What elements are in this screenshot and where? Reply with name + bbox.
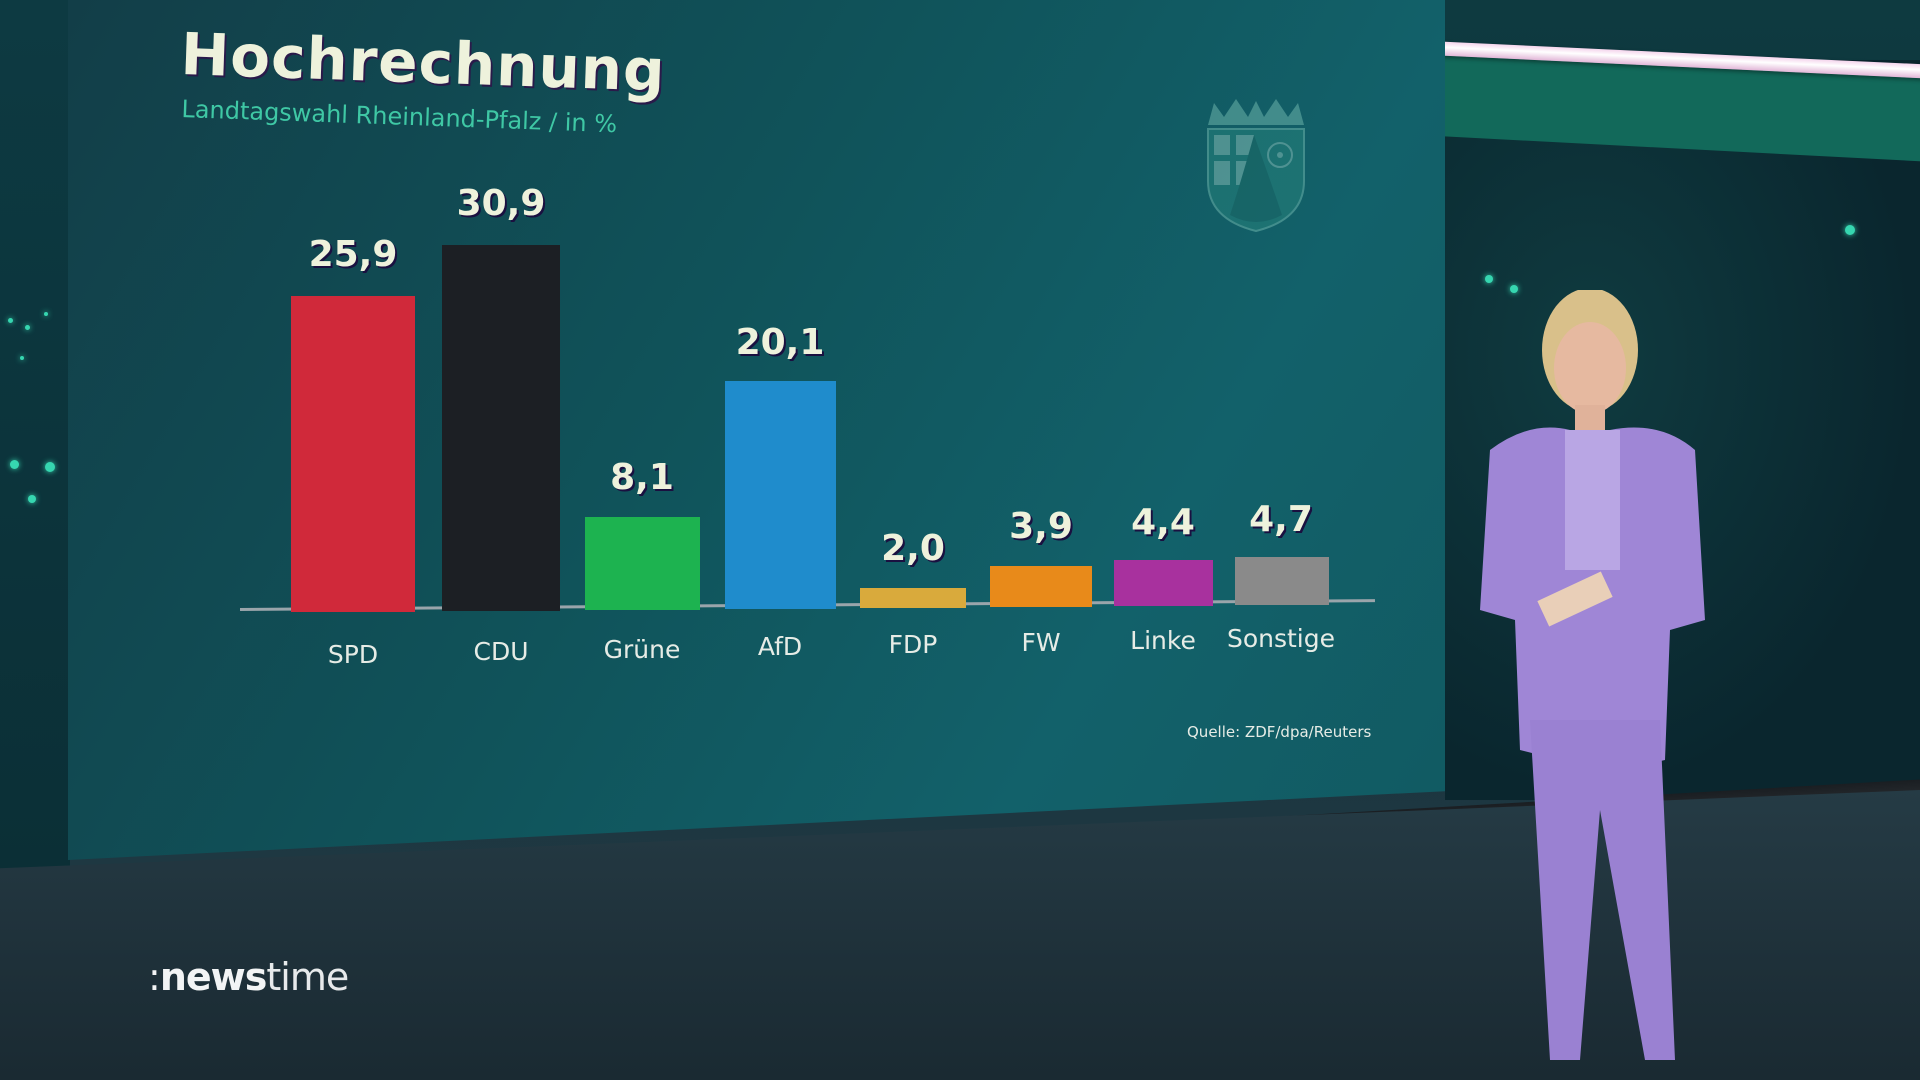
category-label-sonstige: Sonstige xyxy=(1226,624,1336,653)
bar-cdu xyxy=(442,245,560,611)
left-led-wall xyxy=(0,0,70,870)
logo-prefix: : xyxy=(148,955,161,999)
value-label-fw: 3,9 xyxy=(1009,506,1073,547)
logo-bold: news xyxy=(159,955,268,999)
logo-light: time xyxy=(266,955,349,999)
channel-logo: :newstime xyxy=(148,955,349,999)
light-dot xyxy=(1845,225,1855,235)
value-label-linke: 4,4 xyxy=(1131,502,1195,543)
light-dot xyxy=(44,312,48,316)
category-label-cdu: CDU xyxy=(473,637,529,666)
value-label-sonstige: 4,7 xyxy=(1249,499,1313,540)
light-dot xyxy=(1510,285,1518,293)
bar-fw xyxy=(990,566,1092,607)
bar-spd xyxy=(291,296,415,612)
category-label-gruene: Grüne xyxy=(603,635,681,664)
bar-gruene xyxy=(585,517,700,610)
coat-of-arms-icon xyxy=(1207,99,1305,233)
value-label-gruene: 8,1 xyxy=(610,457,674,498)
bar-fdp xyxy=(860,588,966,608)
value-label-spd: 25,9 xyxy=(308,234,398,275)
light-dot xyxy=(45,462,55,472)
source-note: Quelle: ZDF/dpa/Reuters xyxy=(1187,723,1372,741)
presenter-figure xyxy=(1480,290,1705,1060)
category-label-fw: FW xyxy=(1021,628,1061,657)
bar-afd xyxy=(725,381,836,609)
light-dot xyxy=(20,356,24,360)
value-label-fdp: 2,0 xyxy=(881,528,945,569)
light-dot xyxy=(10,460,19,469)
bar-sonstige xyxy=(1235,557,1329,605)
light-dot xyxy=(8,318,13,323)
value-label-cdu: 30,9 xyxy=(456,183,546,224)
category-label-spd: SPD xyxy=(327,640,379,669)
light-dot xyxy=(28,495,36,503)
bar-linke xyxy=(1114,560,1213,606)
value-label-afd: 20,1 xyxy=(735,322,825,363)
light-dot xyxy=(1485,275,1493,283)
category-label-linke: Linke xyxy=(1130,626,1196,655)
category-label-fdp: FDP xyxy=(888,630,938,659)
light-dot xyxy=(25,325,30,330)
category-label-afd: AfD xyxy=(757,632,803,661)
